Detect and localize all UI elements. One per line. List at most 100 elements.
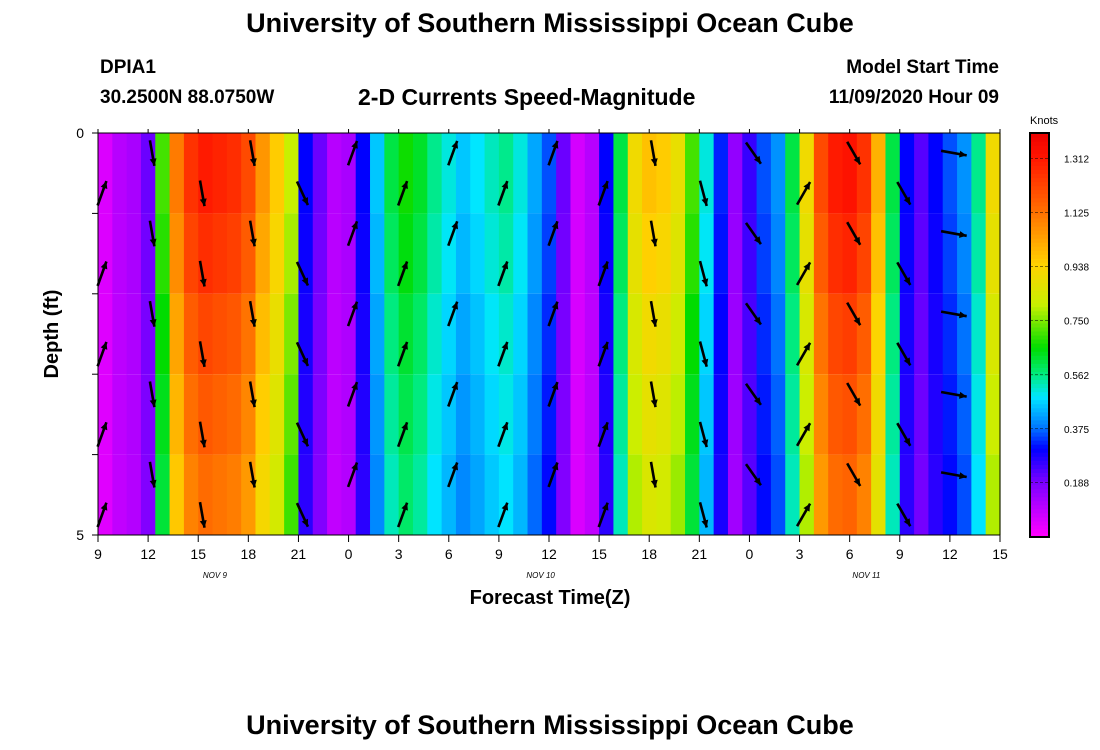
heatmap-cell [427, 454, 443, 535]
y-tick-label: 5 [76, 527, 84, 543]
current-arrowhead [701, 358, 709, 367]
heatmap-cell [656, 133, 672, 214]
heatmap-cell [513, 293, 529, 375]
heatmap-cell [670, 133, 686, 214]
heatmap-cell [885, 374, 901, 455]
current-arrowhead [199, 520, 207, 528]
colorbar-frame [1029, 132, 1050, 538]
x-tick-label: 12 [140, 546, 156, 562]
heatmap-cell [112, 454, 128, 535]
page-title: University of Southern Mississippi Ocean… [246, 8, 854, 38]
current-arrowhead [650, 399, 658, 408]
heatmap-cell [269, 213, 285, 294]
model-start-value: 11/09/2020 Hour 09 [828, 87, 999, 108]
heatmap-cell [183, 293, 199, 375]
heatmap-cell [856, 133, 872, 214]
colorbar-segment [1030, 488, 1049, 494]
heatmap-cell [169, 213, 185, 294]
current-arrowhead [753, 155, 761, 164]
heatmap-cell [327, 374, 342, 455]
heatmap-cell [856, 213, 872, 294]
heatmap-cell [928, 374, 944, 455]
colorbar-segment [1030, 258, 1049, 263]
heatmap-cell [856, 374, 872, 455]
colorbar-segment [1030, 355, 1049, 360]
colorbar-segment [1030, 330, 1049, 336]
current-arrowhead [701, 519, 709, 528]
heatmap-cell [112, 374, 128, 455]
current-arrowhead [551, 140, 559, 149]
heatmap-cell [914, 293, 930, 375]
heatmap-cell [470, 213, 486, 294]
heatmap-cell [570, 374, 586, 455]
heatmap-cell [556, 374, 572, 455]
current-arrowhead [853, 397, 861, 406]
colorbar-segment [1030, 229, 1049, 235]
colorbar-segment [1030, 415, 1049, 421]
x-tick-label: 21 [291, 546, 307, 562]
current-arrowhead [301, 277, 308, 286]
heatmap-cell [455, 133, 471, 214]
heatmap-cell [727, 374, 743, 455]
heatmap-cell [470, 293, 486, 375]
colorbar-tick-label: 0.750 [1064, 317, 1089, 328]
heatmap-cell [255, 213, 271, 294]
heatmap-cell [928, 293, 944, 375]
current-arrowhead [451, 221, 458, 230]
heatmap-cell [140, 454, 156, 535]
heatmap-cell [642, 374, 657, 455]
heatmap-cell [770, 133, 786, 214]
current-arrowhead [959, 391, 967, 399]
colorbar-segment [1030, 375, 1049, 381]
heatmap-cell [627, 374, 643, 455]
heatmap-cell [670, 374, 686, 455]
heatmap-cell [312, 293, 328, 375]
heatmap-cell [470, 454, 486, 535]
heatmap-cell [284, 133, 300, 214]
heatmap-cell [985, 133, 1001, 214]
heatmap-cell [140, 293, 156, 375]
heatmap-cell [713, 293, 729, 375]
heatmap-cell [241, 293, 257, 375]
colorbar-segment [1030, 133, 1049, 138]
colorbar-segment [1030, 149, 1049, 154]
heatmap-cell [355, 374, 371, 455]
heatmap-cell [785, 454, 801, 535]
heatmap-cell [885, 213, 901, 294]
heatmap-cell [584, 293, 600, 375]
heatmap-cell [155, 133, 171, 214]
heatmap-cell [212, 133, 228, 214]
heatmap-cell [226, 454, 242, 535]
colorbar-segment [1030, 411, 1049, 417]
model-start-label: Model Start Time [846, 57, 999, 78]
heatmap-cell [212, 454, 228, 535]
heatmap-cell [370, 454, 385, 535]
colorbar-segment [1030, 262, 1049, 267]
current-arrowhead [351, 301, 358, 310]
heatmap-cell [327, 293, 342, 375]
current-arrowhead [351, 140, 358, 149]
colorbar-segment [1030, 181, 1049, 187]
heatmap-cell [570, 454, 586, 535]
colorbar-segment [1030, 193, 1049, 199]
current-arrowhead [803, 342, 811, 351]
heatmap-cell [799, 454, 815, 535]
heatmap-cell [799, 293, 815, 375]
colorbar-segment [1030, 347, 1049, 352]
heatmap-cell [799, 133, 815, 214]
x-tick-label: 0 [345, 546, 353, 562]
heatmap-cell [384, 133, 400, 214]
colorbar-segment [1030, 496, 1049, 502]
current-arrowhead [853, 478, 861, 486]
colorbar-segment [1030, 399, 1049, 405]
heatmap-cell [412, 133, 428, 214]
heatmap-cell [140, 374, 156, 455]
current-arrowhead [551, 221, 559, 230]
heatmap-cell [957, 133, 972, 214]
heatmap-cell [756, 454, 772, 535]
current-arrowhead [149, 238, 157, 247]
current-arrowhead [501, 181, 509, 189]
heatmap-cell [455, 213, 471, 294]
heatmap-cell [412, 213, 428, 294]
current-arrowhead [351, 221, 358, 230]
